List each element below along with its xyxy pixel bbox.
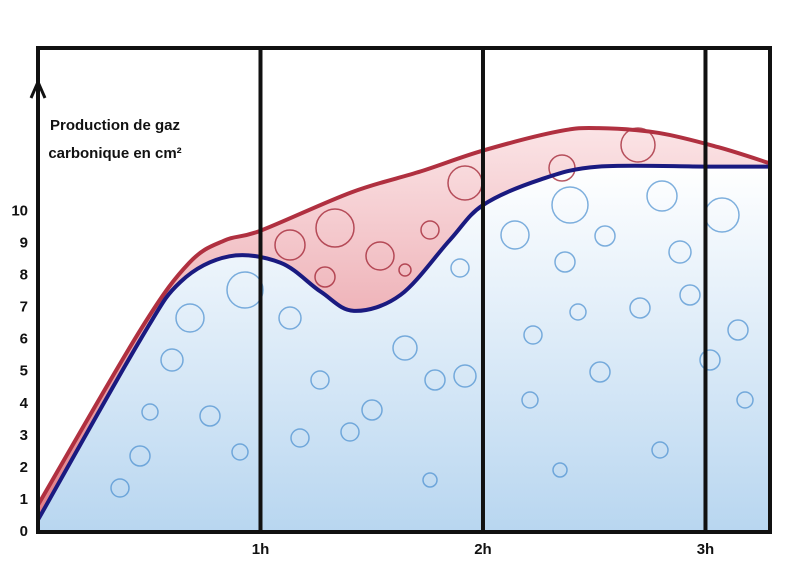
y-tick-label: 5 bbox=[20, 363, 28, 380]
y-tick-label: 0 bbox=[20, 523, 28, 540]
series-area bbox=[38, 165, 770, 533]
series-line bbox=[36, 163, 770, 521]
y-tick-label: 1 bbox=[20, 491, 28, 508]
plot-frame bbox=[36, 46, 772, 534]
x-tick-label: 2h bbox=[474, 541, 492, 558]
y-axis-label: Production de gaz carbonique en cm² bbox=[48, 117, 182, 162]
y-tick-label: 4 bbox=[20, 395, 29, 412]
y-tick-label: 2 bbox=[20, 459, 28, 476]
series-line bbox=[36, 125, 771, 507]
y-tick-label: 7 bbox=[20, 299, 28, 316]
bubbles bbox=[110, 180, 754, 498]
y-tick-label: 3 bbox=[20, 427, 28, 444]
x-tick-label: 1h bbox=[252, 541, 270, 558]
y-tick-label: 6 bbox=[20, 331, 28, 348]
y-tick-label: 10 bbox=[11, 202, 28, 219]
x-tick-label: 3h bbox=[697, 541, 715, 558]
y-axis-arrow bbox=[29, 78, 47, 108]
y-tick-label: 8 bbox=[20, 267, 28, 284]
y-tick-label: 9 bbox=[20, 234, 28, 251]
